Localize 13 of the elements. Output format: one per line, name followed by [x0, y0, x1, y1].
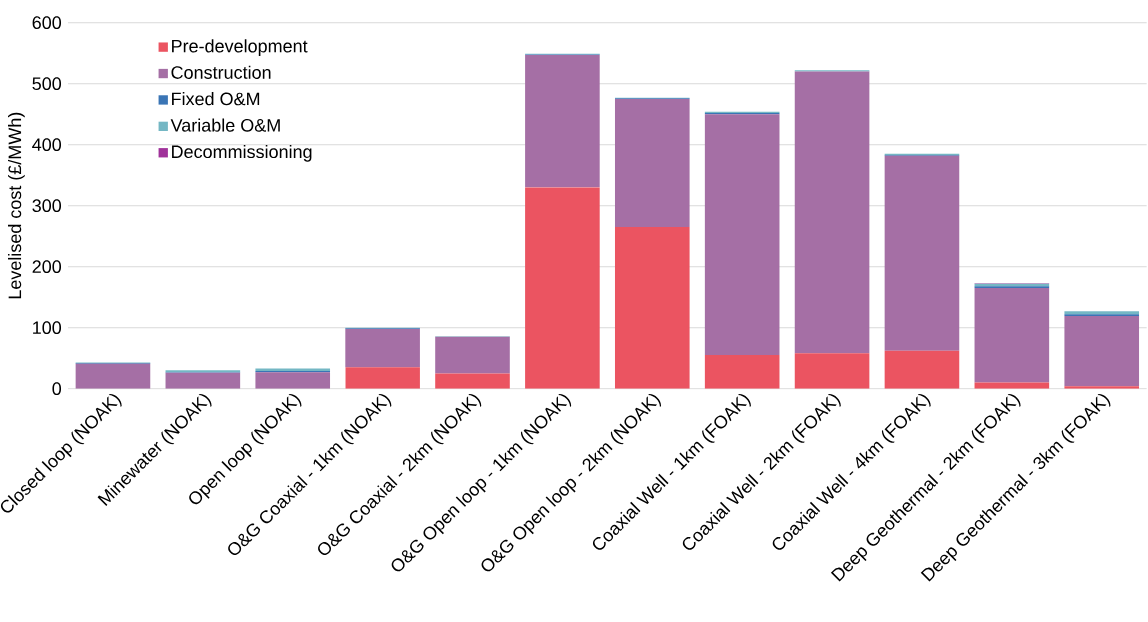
y-tick-label: 600 [32, 16, 62, 30]
legend-label: Pre-development [172, 39, 308, 57]
legend-label: Fixed O&M [172, 92, 260, 106]
legend-label: Construction [171, 65, 271, 79]
y-tick-label: 400 [32, 138, 62, 152]
legend-label: Decommissioning [172, 144, 312, 162]
legend-label: Variable O&M [170, 118, 280, 132]
y-tick-label: 100 [33, 321, 62, 335]
y-tick-label: 0 [52, 382, 62, 396]
y-tick-label: 300 [32, 199, 62, 213]
y-tick-label: 500 [32, 77, 62, 91]
y-tick-label: 200 [32, 260, 62, 274]
y-axis-title: Levelised cost (£/MWh) [8, 112, 25, 299]
